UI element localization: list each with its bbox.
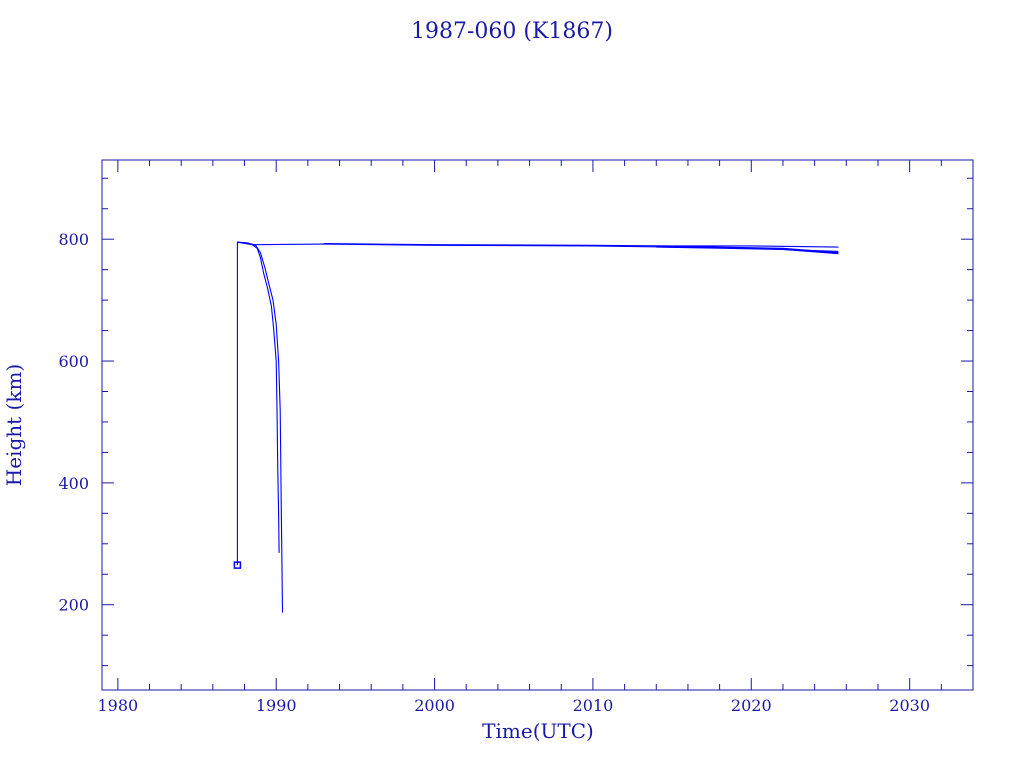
x-tick-label: 2010 — [573, 696, 614, 715]
series-line-4 — [323, 242, 839, 248]
start-marker — [233, 561, 242, 569]
y-tick-label: 400 — [58, 474, 89, 493]
x-tick-label: 1990 — [256, 696, 297, 715]
series-line-1 — [236, 241, 839, 566]
series-line-5 — [656, 245, 839, 255]
x-tick-label: 1980 — [97, 696, 138, 715]
y-tick-label: 800 — [58, 230, 89, 249]
plot-frame — [101, 159, 974, 691]
x-tick-label: 2000 — [414, 696, 455, 715]
x-tick-label: 2020 — [731, 696, 772, 715]
y-tick-label: 600 — [58, 352, 89, 371]
axis-ticks — [102, 160, 973, 690]
series-group — [236, 241, 839, 613]
axis-tick-labels: 1980 1990 2000 2010 2020 2030 200 400 600 800 — [58, 230, 930, 715]
y-axis-label: Height (km) — [2, 364, 26, 486]
chart-title: 1987-060 (K1867) — [411, 19, 613, 44]
x-tick-label: 2030 — [889, 696, 930, 715]
x-axis-label: Time(UTC) — [482, 719, 594, 743]
start-marker-group — [233, 561, 242, 569]
series-line-3 — [237, 241, 284, 613]
y-tick-label: 200 — [58, 596, 89, 615]
series-line-2 — [237, 241, 280, 553]
